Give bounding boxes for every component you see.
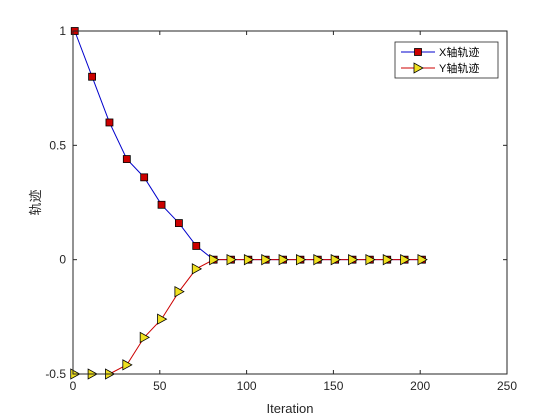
data-point xyxy=(209,253,220,266)
legend-marker xyxy=(413,62,424,74)
legend-label: X轴轨迹 xyxy=(439,45,479,59)
data-point xyxy=(400,253,411,266)
data-point xyxy=(105,118,114,127)
y-tick-label: 1 xyxy=(59,24,66,38)
data-point xyxy=(330,253,341,266)
data-point xyxy=(122,359,133,371)
data-point xyxy=(348,253,359,266)
axis-ticks: 0 50 100 150 200 250 -0.5 0 0.5 1 xyxy=(45,24,517,393)
legend-marker xyxy=(414,48,422,56)
data-point xyxy=(157,313,168,325)
plot-frame xyxy=(72,30,508,375)
data-point xyxy=(140,173,149,182)
data-point xyxy=(174,219,183,227)
x-tick-label: 200 xyxy=(410,379,430,393)
data-point xyxy=(174,286,185,298)
data-point xyxy=(139,331,150,344)
series-2 xyxy=(70,253,428,380)
y-tick-label: 0 xyxy=(59,253,66,267)
data-point xyxy=(122,155,131,163)
x-tick-label: 250 xyxy=(497,379,517,393)
legend-label: Y轴轨迹 xyxy=(439,61,479,75)
data-point xyxy=(261,253,272,266)
x-tick-label: 100 xyxy=(237,379,257,393)
y-tick-label: -0.5 xyxy=(45,367,66,381)
data-point xyxy=(313,253,324,266)
data-point xyxy=(226,253,237,266)
data-point xyxy=(192,242,201,250)
legend-box xyxy=(394,41,499,79)
plot-layer xyxy=(70,27,428,380)
data-point xyxy=(278,253,289,266)
x-axis-label: Iteration xyxy=(267,401,314,416)
data-point xyxy=(296,253,307,266)
y-axis-label: 轨迹 xyxy=(28,189,43,215)
x-tick-label: 0 xyxy=(70,379,77,393)
data-point xyxy=(88,72,96,81)
data-point xyxy=(417,253,428,266)
data-point xyxy=(382,253,394,266)
x-tick-label: 150 xyxy=(323,379,343,393)
x-tick-label: 50 xyxy=(153,379,167,393)
data-point xyxy=(365,253,376,266)
legend: X轴轨迹 Y轴轨迹 xyxy=(394,41,499,79)
y-tick-label: 0.5 xyxy=(49,138,66,152)
data-point xyxy=(157,200,166,209)
data-point xyxy=(243,253,255,266)
data-point xyxy=(191,263,203,275)
